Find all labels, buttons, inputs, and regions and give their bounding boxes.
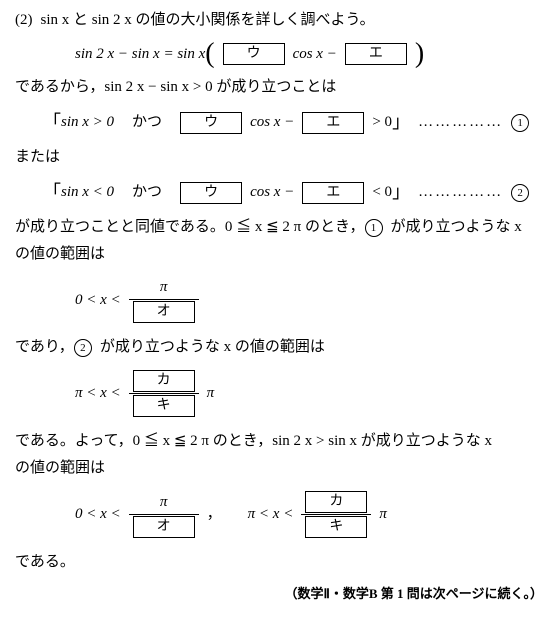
- circled-2: 2: [511, 184, 529, 202]
- range1-num: π: [129, 277, 199, 299]
- cond1-mid: cos x −: [250, 112, 294, 133]
- range-2: π < x < カ キ π: [15, 370, 543, 417]
- range2-a: π < x <: [75, 383, 121, 404]
- final2-a: π < x <: [248, 504, 294, 525]
- blank-ki-2: キ: [305, 516, 367, 538]
- bracket-left-2: 「: [43, 180, 61, 205]
- final2-frac: カ キ: [301, 491, 371, 538]
- range1-den: オ: [129, 299, 199, 323]
- blank-e-2: エ: [302, 112, 364, 134]
- range2-den: キ: [129, 393, 199, 417]
- text-4b: の値の範囲は: [15, 458, 543, 479]
- range2-num: カ: [129, 370, 199, 393]
- range1-a: 0 < x <: [75, 290, 121, 311]
- equation-1: sin 2 x − sin x = sin x ( ウ cos x − エ ): [15, 43, 543, 65]
- dots-1: ……………: [418, 112, 503, 133]
- cond2-tail: < 0: [372, 182, 392, 203]
- bracket-right-2: 」: [392, 180, 410, 205]
- final1-num: π: [129, 492, 199, 514]
- circled-1: 1: [511, 114, 529, 132]
- end-text: である。: [15, 552, 543, 573]
- circled-2-ref: 2: [74, 339, 92, 357]
- circled-1-ref: 1: [365, 219, 383, 237]
- cond1-a: sin x > 0: [61, 112, 114, 133]
- text-2a: が成り立つことと同値である。0 ≦ x ≦ 2 π のとき，: [15, 217, 365, 238]
- eq1-cos: cos x −: [293, 44, 337, 65]
- range2-frac: カ キ: [129, 370, 199, 417]
- final-range: 0 < x < π オ ， π < x < カ キ π: [15, 491, 543, 538]
- intro-text: sin x と sin 2 x の値の大小関係を詳しく調べよう。: [41, 10, 375, 31]
- text-2b: が成り立つような x: [391, 217, 522, 238]
- blank-o: オ: [133, 301, 195, 323]
- cond1-tail: > 0: [372, 112, 392, 133]
- blank-u-3: ウ: [180, 182, 242, 204]
- text-3-row: であり， 2 が成り立つような x の値の範囲は: [15, 337, 543, 358]
- cond2-mid: cos x −: [250, 182, 294, 203]
- range1-frac: π オ: [129, 277, 199, 323]
- final1-a: 0 < x <: [75, 504, 121, 525]
- bracket-right: 」: [392, 110, 410, 135]
- condition-2: 「 sin x < 0 かつ ウ cos x − エ < 0 」 …………… 2: [15, 180, 543, 205]
- blank-ki: キ: [133, 395, 195, 417]
- question-header: (2) sin x と sin 2 x の値の大小関係を詳しく調べよう。: [15, 10, 543, 31]
- text-1: であるから，sin 2 x − sin x > 0 が成り立つことは: [15, 77, 543, 98]
- text-3: であり，: [15, 337, 74, 358]
- range2-tail: π: [207, 383, 215, 404]
- text-3b: が成り立つような x の値の範囲は: [100, 337, 325, 358]
- cond2-katsu: かつ: [132, 182, 162, 203]
- blank-ka-2: カ: [305, 491, 367, 513]
- cond2-a: sin x < 0: [61, 182, 114, 203]
- footer-text: （数学Ⅱ・数学B 第 1 問は次ページに続く。）: [15, 585, 543, 603]
- blank-ka: カ: [133, 370, 195, 392]
- blank-o-2: オ: [133, 516, 195, 538]
- final2-den: キ: [301, 514, 371, 538]
- final2-num: カ: [301, 491, 371, 514]
- blank-u: ウ: [223, 43, 285, 65]
- text-2c: の値の範囲は: [15, 244, 543, 265]
- q-number: (2): [15, 10, 33, 31]
- cond1-katsu: かつ: [132, 112, 162, 133]
- comma: ，: [207, 504, 222, 525]
- eq1-lhs: sin 2 x − sin x = sin x: [75, 44, 205, 65]
- text-4a: である。よって，0 ≦ x ≦ 2 π のとき，sin 2 x > sin x …: [15, 431, 543, 452]
- final1-frac: π オ: [129, 492, 199, 538]
- final1-den: オ: [129, 514, 199, 538]
- text-2-row: が成り立つことと同値である。0 ≦ x ≦ 2 π のとき， 1 が成り立つよう…: [15, 217, 543, 238]
- condition-1: 「 sin x > 0 かつ ウ cos x − エ > 0 」 …………… 1: [15, 110, 543, 135]
- blank-e-3: エ: [302, 182, 364, 204]
- blank-u-2: ウ: [180, 112, 242, 134]
- blank-e: エ: [345, 43, 407, 65]
- final2-tail: π: [379, 504, 387, 525]
- or-text: または: [15, 147, 543, 168]
- bracket-left: 「: [43, 110, 61, 135]
- dots-2: ……………: [418, 182, 503, 203]
- range-1: 0 < x < π オ: [15, 277, 543, 323]
